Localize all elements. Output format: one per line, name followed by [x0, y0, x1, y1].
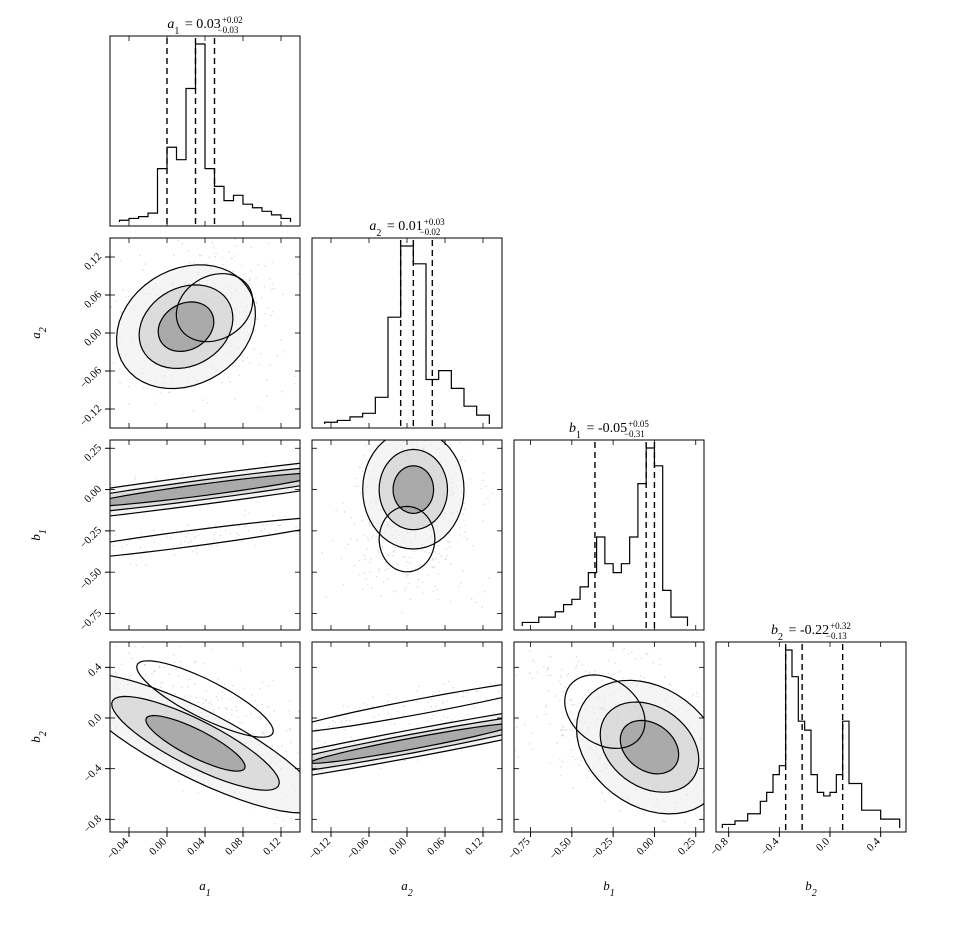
joint-b2-vs-b1: [493, 581, 758, 835]
svg-text:−0.04: −0.04: [105, 835, 132, 862]
svg-text:0.25: 0.25: [676, 835, 698, 857]
hist-b1: b1 = -0.05+0.05−0.31: [514, 419, 704, 630]
hist-a1: a1 = 0.03+0.02−0.03: [110, 15, 300, 226]
yticks-a2: −0.12 −0.06 0.00 0.06 0.12 a2: [28, 251, 110, 429]
svg-text:−0.12: −0.12: [307, 836, 333, 862]
xlabel-b1: b1: [603, 878, 615, 899]
svg-text:0.12: 0.12: [463, 836, 485, 858]
title-b1: b1 = -0.05+0.05−0.31: [569, 419, 649, 441]
title-a1: a1 = 0.03+0.02−0.03: [167, 15, 242, 37]
joint-a2-vs-a1: [45, 197, 341, 428]
svg-text:0.4: 0.4: [865, 835, 884, 854]
svg-text:−0.25: −0.25: [589, 835, 616, 862]
svg-text:−0.75: −0.75: [78, 607, 105, 634]
yticks-b1: −0.75 −0.50 −0.25 0.00 0.25 b1: [28, 442, 110, 634]
svg-text:0.00: 0.00: [82, 326, 104, 348]
svg-text:0.00: 0.00: [634, 835, 656, 857]
svg-text:−0.06: −0.06: [78, 364, 105, 391]
joint-b1-vs-a2: [312, 403, 503, 664]
svg-text:0.25: 0.25: [82, 442, 104, 464]
hist-a2: a2 = 0.01+0.03−0.02: [312, 217, 502, 428]
svg-text:0.4: 0.4: [86, 661, 105, 680]
xlabel-a2: a2: [401, 878, 413, 899]
yticks-b2: −0.8 −0.4 0.0 0.4 b2: [28, 661, 110, 836]
svg-text:−0.8: −0.8: [82, 813, 105, 836]
svg-text:0.12: 0.12: [82, 251, 104, 273]
svg-text:−0.12: −0.12: [78, 403, 104, 429]
svg-text:−0.06: −0.06: [345, 835, 372, 862]
svg-text:0.06: 0.06: [425, 835, 447, 857]
svg-text:0.00: 0.00: [82, 483, 104, 505]
xticks-a1: −0.04 0.00 0.04 0.08 0.12 a1: [105, 832, 283, 899]
svg-text:0.04: 0.04: [185, 835, 207, 857]
xticks-b1: −0.75 −0.50 −0.25 0.00 0.25 b1: [506, 832, 698, 899]
xlabel-a1: a1: [199, 878, 211, 899]
joint-b2-vs-a1: [0, 568, 437, 865]
svg-text:−0.75: −0.75: [506, 835, 533, 862]
title-b2: b2 = -0.22+0.32−0.13: [771, 621, 851, 643]
svg-text:−0.50: −0.50: [78, 565, 105, 592]
ylabel-b1: b1: [28, 529, 49, 541]
title-a2: a2 = 0.01+0.03−0.02: [369, 217, 445, 239]
svg-text:−0.4: −0.4: [82, 762, 105, 785]
xlabel-b2: b2: [805, 878, 817, 899]
svg-text:−0.8: −0.8: [708, 835, 731, 858]
svg-text:−0.4: −0.4: [759, 835, 782, 858]
svg-text:−0.50: −0.50: [547, 835, 574, 862]
svg-text:0.12: 0.12: [261, 836, 283, 858]
svg-text:0.06: 0.06: [82, 288, 104, 310]
svg-text:0.0: 0.0: [814, 835, 833, 854]
svg-text:0.08: 0.08: [223, 835, 245, 857]
ylabel-b2: b2: [28, 731, 49, 743]
corner-plot: a1 = 0.03+0.02−0.03 a2 = 0.01+0.03−0.02 b1…: [0, 0, 969, 952]
hist-b2: b2 = -0.22+0.32−0.13: [716, 621, 906, 832]
xticks-a2: −0.12 −0.06 0.00 0.06 0.12 a2: [307, 832, 485, 899]
svg-text:0.00: 0.00: [147, 835, 169, 857]
svg-text:0.0: 0.0: [86, 711, 105, 730]
ylabel-a2: a2: [28, 327, 49, 339]
xticks-b2: −0.8 −0.4 0.0 0.4 b2: [708, 832, 883, 899]
svg-text:−0.25: −0.25: [78, 524, 105, 551]
svg-text:0.00: 0.00: [387, 835, 409, 857]
